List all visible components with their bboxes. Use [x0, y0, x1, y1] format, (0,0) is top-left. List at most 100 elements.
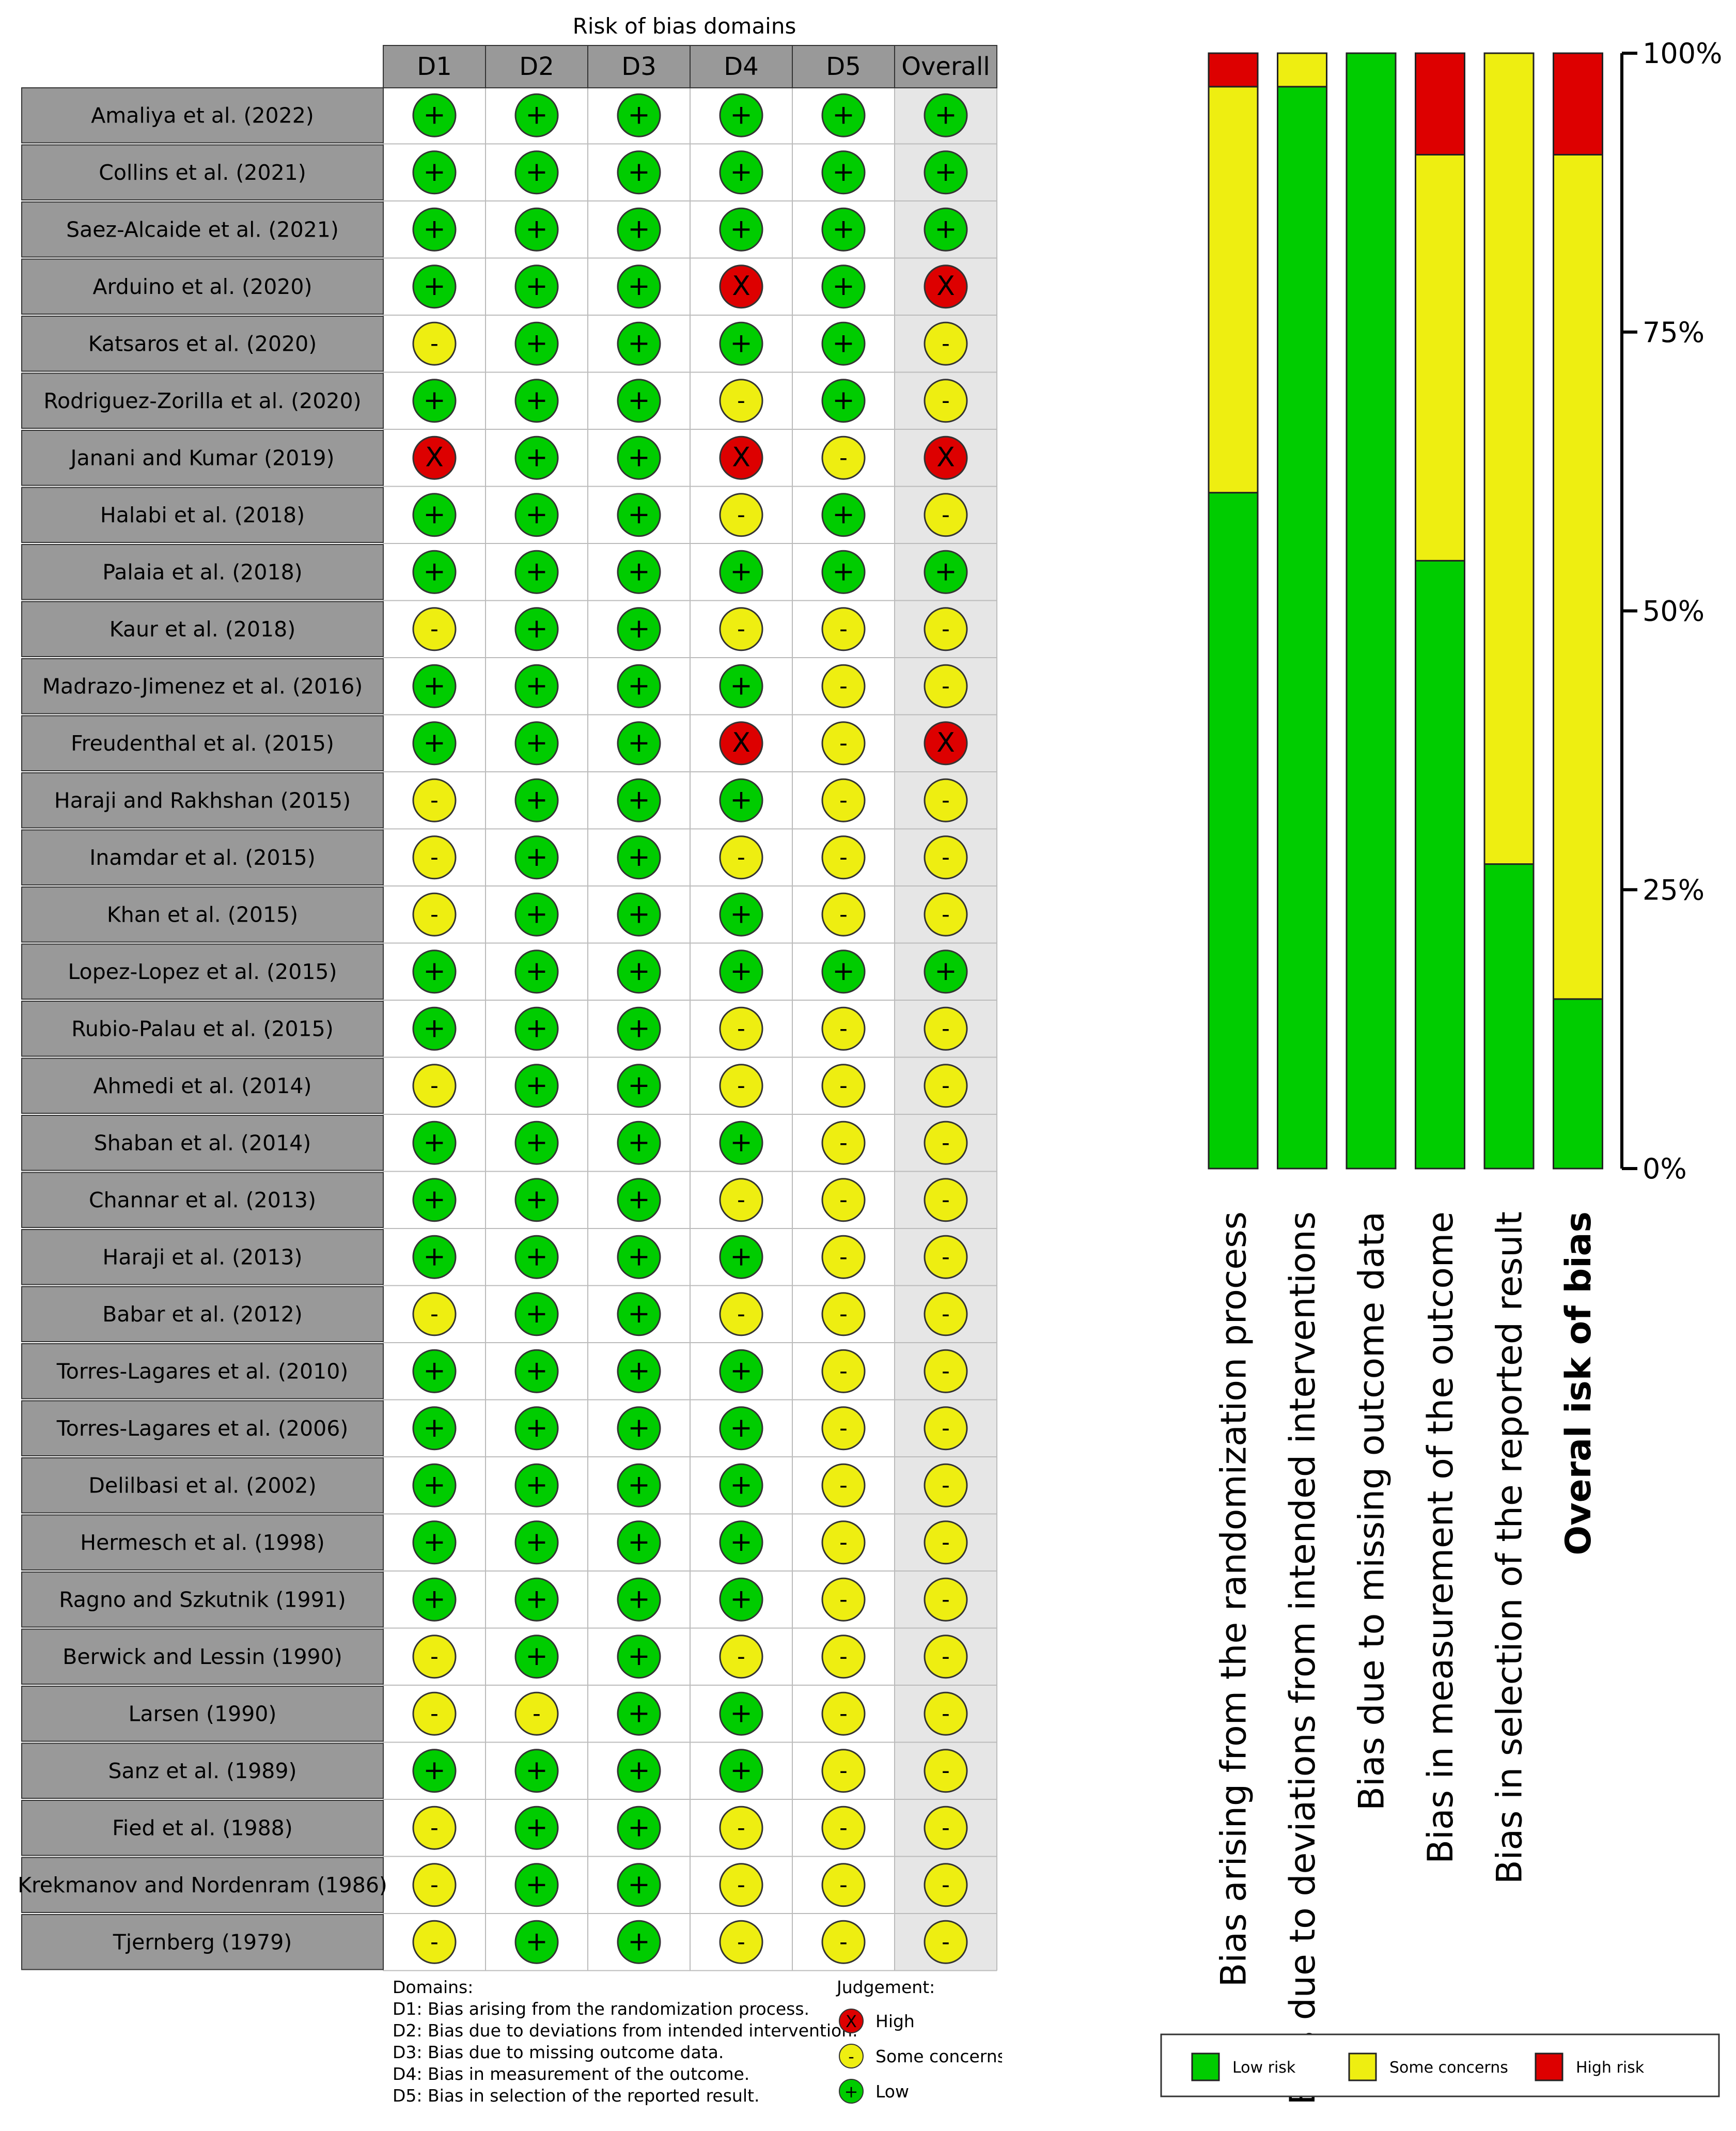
judgement-some-icon: - — [924, 1006, 968, 1051]
judgement-symbol: + — [423, 213, 446, 244]
study-row: Madrazo-Jimenez et al. (2016) — [21, 658, 384, 714]
judgement-symbol: + — [628, 213, 650, 244]
judgement-legend-high: X High — [839, 2009, 915, 2033]
judgement-some-icon: - — [821, 1691, 866, 1736]
study-label-cell — [21, 372, 384, 429]
judgement-low-icon: + — [821, 93, 866, 137]
judgement-symbol: - — [430, 901, 439, 927]
bar-segment-some — [1483, 52, 1535, 865]
bar-group — [1415, 52, 1465, 1170]
judgement-low-icon: + — [719, 321, 763, 366]
judgement-symbol: + — [730, 213, 753, 244]
judgement-symbol: + — [423, 271, 446, 302]
study-name: Babar et al. (2012) — [102, 1302, 303, 1327]
study-label-cell — [21, 1628, 384, 1685]
judgement-symbol: + — [628, 1298, 650, 1329]
judgement-symbol: + — [832, 499, 855, 530]
judgement-low-icon: + — [412, 664, 457, 708]
judgement-symbol: - — [942, 1187, 950, 1213]
judgement-symbol: + — [423, 1527, 446, 1558]
judgement-symbol: - — [942, 787, 950, 813]
study-label-cell — [21, 1514, 384, 1570]
bar-group — [1553, 52, 1603, 1170]
judgement-symbol: - — [737, 1072, 745, 1099]
judgement-legend: Judgement: X High - Some concerns + Low — [836, 1977, 1002, 2104]
judgement-some-icon: - — [719, 1064, 763, 1108]
study-name: Krekmanov and Nordenram (1986) — [18, 1873, 387, 1897]
judgement-low-icon: + — [514, 1178, 559, 1222]
judgement-symbol: + — [525, 385, 548, 416]
judgement-low-icon: + — [412, 1406, 457, 1451]
column-header-label: D2 — [519, 52, 554, 81]
domains-legend: Domains: D1: Bias arising from the rando… — [393, 1977, 858, 2106]
judgement-low-icon: + — [412, 1463, 457, 1507]
judgement-some-icon: - — [412, 1863, 457, 1907]
judgement-some-icon: - — [821, 1520, 866, 1565]
judgement-symbol: + — [525, 727, 548, 758]
judgement-some-icon: - — [412, 892, 457, 937]
low-icon — [839, 2079, 864, 2104]
judgement-low-icon: + — [719, 1749, 763, 1793]
judgement-symbol: - — [839, 1015, 848, 1041]
study-label-cell — [21, 1572, 384, 1628]
bar-group — [1208, 52, 1259, 1170]
judgement-some-icon: - — [821, 435, 866, 480]
study-label-cell — [21, 1229, 384, 1285]
judgement-symbol: + — [628, 499, 650, 530]
judgement-symbol: + — [525, 842, 548, 873]
judgement-symbol: + — [423, 99, 446, 130]
judgement-low-icon: + — [719, 207, 763, 252]
judgement-symbol: - — [839, 1187, 848, 1213]
judgement-symbol: - — [430, 616, 439, 642]
judgement-symbol: + — [525, 670, 548, 701]
judgement-high-icon: X — [719, 721, 763, 766]
judgement-low-icon: + — [617, 379, 661, 423]
judgement-symbol: - — [839, 1529, 848, 1556]
judgement-low-icon: + — [719, 1691, 763, 1736]
judgement-symbol: + — [525, 328, 548, 359]
judgement-low-icon: + — [821, 379, 866, 423]
judgement-symbol: - — [737, 1301, 745, 1327]
judgement-low-icon: + — [514, 664, 559, 708]
bar-group — [1277, 52, 1327, 1170]
judgement-some-icon: - — [719, 493, 763, 537]
judgement-symbol: + — [832, 956, 855, 987]
judgement-some-icon: - — [924, 1349, 968, 1393]
judgement-symbol: X — [732, 442, 750, 473]
judgement-low-icon: + — [514, 493, 559, 537]
column-header-label: D5 — [826, 52, 861, 81]
study-row: Haraji et al. (2013) — [21, 1229, 384, 1285]
judgement-symbol: + — [423, 1241, 446, 1272]
study-name: Tjernberg (1979) — [113, 1930, 292, 1954]
legend-label: Some concerns — [1389, 2059, 1508, 2077]
judgement-symbol: + — [628, 1070, 650, 1101]
y-tick-label: 0% — [1643, 1153, 1687, 1185]
legend-label: Low risk — [1232, 2059, 1296, 2077]
judgement-symbol: + — [423, 1583, 446, 1614]
judgement-some-icon: - — [514, 1691, 559, 1736]
domain-legend-d3: D3: Bias due to missing outcome data. — [393, 2042, 724, 2062]
judgement-symbol: + — [730, 1755, 753, 1786]
judgement-some-icon: - — [821, 1920, 866, 1964]
judgement-low-icon: + — [617, 1178, 661, 1222]
study-row: Sanz et al. (1989) — [21, 1743, 384, 1799]
judgement-symbol: X — [936, 727, 955, 758]
judgement-low-icon: + — [924, 150, 968, 195]
judgement-some-icon: - — [821, 1064, 866, 1108]
judgement-some-icon: - — [924, 607, 968, 651]
domain-legend-d5: D5: Bias in selection of the reported re… — [393, 2086, 759, 2106]
judgement-some-icon: - — [412, 1806, 457, 1850]
judgement-some-icon: - — [924, 1920, 968, 1964]
judgement-symbol: - — [942, 1643, 950, 1670]
judgement-symbol: + — [525, 1641, 548, 1672]
study-row: Tjernberg (1979) — [21, 1914, 384, 1970]
study-label-cell — [21, 943, 384, 1000]
study-label-cell — [21, 1001, 384, 1057]
study-row: Saez-Alcaide et al. (2021) — [21, 201, 384, 258]
judgement-low-icon: + — [821, 493, 866, 537]
judgement-symbol: + — [730, 1241, 753, 1272]
judgement-high-label: High — [875, 2011, 915, 2031]
study-label-cell — [21, 1914, 384, 1970]
legend-swatch — [1348, 2052, 1377, 2081]
judgement-symbol: - — [839, 1757, 848, 1784]
